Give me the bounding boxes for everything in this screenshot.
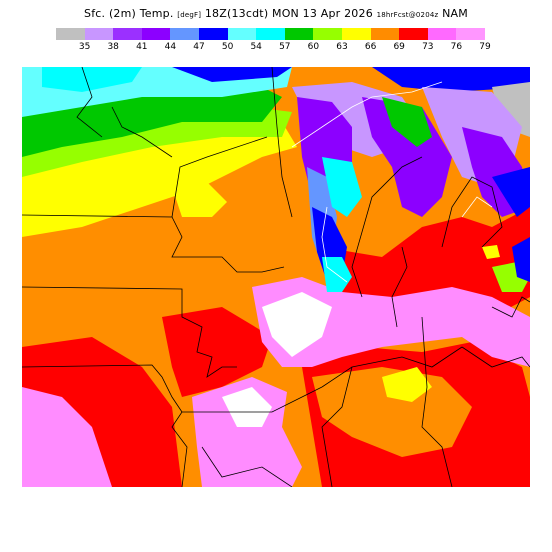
- legend-tick-label: 38: [107, 42, 119, 52]
- border-line: [491, 296, 530, 318]
- border-line: [441, 176, 503, 248]
- border-line: [201, 446, 293, 487]
- legend-tick-label: 66: [364, 42, 377, 52]
- legend-swatch: [113, 28, 142, 40]
- border-line: [271, 67, 293, 218]
- border-line: [76, 67, 103, 138]
- border-line: [171, 136, 268, 218]
- coast-line: [291, 81, 443, 148]
- border-line: [351, 156, 423, 298]
- temperature-region-yellow: [482, 245, 500, 259]
- state-borders: [22, 67, 530, 487]
- legend-swatch: [341, 28, 371, 40]
- border-line: [391, 246, 408, 328]
- legend-colorbar: [56, 28, 514, 40]
- legend-swatch: [456, 28, 485, 40]
- legend-swatch: [84, 28, 114, 40]
- units-label: [degF]: [177, 11, 202, 19]
- legend-swatch: [227, 28, 257, 40]
- legend-swatch: [484, 28, 514, 40]
- legend-swatch: [313, 28, 342, 40]
- legend-tick-label: 76: [450, 42, 463, 52]
- legend-tick-label: 50: [221, 42, 234, 52]
- temperature-region-pink: [22, 387, 112, 487]
- legend-tick-label: 47: [193, 42, 205, 52]
- legend-swatch: [170, 28, 199, 40]
- temperature-region-blue: [372, 67, 530, 92]
- temperature-region-red: [162, 307, 272, 397]
- model-label: NAM: [442, 7, 468, 20]
- run-info-label: 18hrFcst@0204z: [376, 11, 439, 19]
- temperature-region-yellow: [172, 182, 227, 217]
- border-line: [421, 316, 453, 487]
- legend-swatch: [284, 28, 314, 40]
- coast-line: [461, 196, 493, 218]
- temperature-region-green: [382, 97, 432, 147]
- legend-tick-label: 63: [336, 42, 348, 52]
- temperature-region-pink: [252, 277, 530, 367]
- legend-tick-label: 44: [164, 42, 177, 52]
- temperature-region-blue: [492, 167, 530, 217]
- legend-swatch: [427, 28, 457, 40]
- valid-time-label: 18Z(13cdt) MON 13 Apr 2026: [204, 7, 373, 20]
- legend-tick-label: 57: [279, 42, 291, 52]
- map-svg: [22, 67, 530, 487]
- border-line: [461, 346, 530, 368]
- temperature-field: [22, 67, 530, 487]
- chart-title: Sfc. (2m) Temp. [degF] 18Z(13cdt) MON 13…: [0, 7, 552, 20]
- temperature-region-cyan: [42, 67, 142, 92]
- temperature-region-orange: [312, 367, 472, 457]
- legend-swatch: [399, 28, 428, 40]
- border-line: [22, 364, 188, 487]
- temperature-region-cyan: [322, 157, 362, 217]
- coastlines: [291, 81, 493, 283]
- temperature-map: [22, 67, 530, 487]
- temperature-region-pink: [192, 377, 302, 487]
- legend-tick-label: 73: [422, 42, 434, 52]
- legend-tick-label: 41: [136, 42, 148, 52]
- legend-tick-label: 79: [479, 42, 491, 52]
- temperature-region-blue: [512, 237, 530, 282]
- legend-swatch: [370, 28, 400, 40]
- border-line: [111, 106, 173, 158]
- border-line: [182, 386, 323, 413]
- legend-swatch: [141, 28, 171, 40]
- border-line: [321, 346, 463, 388]
- border-line: [22, 214, 285, 273]
- legend-tick-label: 54: [250, 42, 262, 52]
- temperature-region-red: [477, 237, 522, 267]
- legend-tick-label: 69: [393, 42, 405, 52]
- coast-line: [321, 206, 348, 283]
- temperature-region-yellow: [382, 367, 432, 402]
- legend-tick-label: 35: [78, 42, 91, 52]
- temperature-region-warmest: [262, 292, 332, 357]
- product-label: Sfc. (2m) Temp.: [84, 7, 174, 20]
- border-line: [321, 366, 353, 487]
- border-line: [22, 286, 237, 378]
- temperature-region-violet: [362, 97, 452, 217]
- legend-swatch: [198, 28, 228, 40]
- legend-swatch: [256, 28, 285, 40]
- legend-tick-label: 60: [307, 42, 320, 52]
- temperature-region-warmest: [222, 387, 272, 427]
- temperature-region-blue: [172, 67, 292, 82]
- legend-swatch: [56, 28, 85, 40]
